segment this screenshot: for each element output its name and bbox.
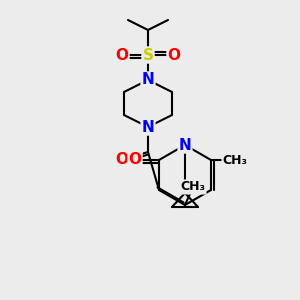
Text: N: N — [142, 73, 154, 88]
Text: O: O — [167, 47, 181, 62]
Text: O: O — [116, 152, 128, 167]
Text: N: N — [142, 119, 154, 134]
Text: CH₃: CH₃ — [223, 154, 247, 166]
Text: CH₃: CH₃ — [181, 181, 206, 194]
Text: O: O — [128, 152, 142, 167]
Text: O: O — [116, 47, 128, 62]
Text: N: N — [178, 137, 191, 152]
Text: S: S — [142, 47, 154, 62]
